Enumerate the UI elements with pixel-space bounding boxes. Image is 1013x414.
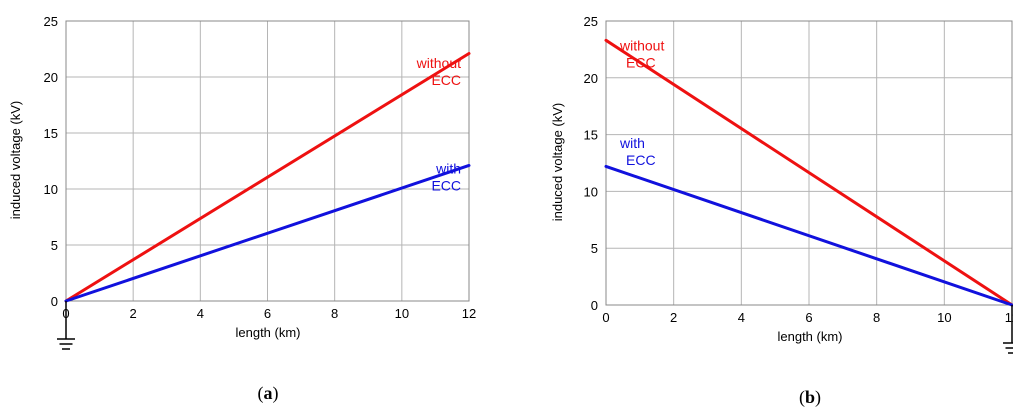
y-tick-label: 5 [51,238,58,253]
y-tick-label: 25 [44,14,58,29]
series-line-without [604,38,1013,307]
y-tick-label: 15 [584,128,598,143]
series-label-line: ECC [626,55,656,71]
caption-letter: a [264,383,273,403]
series-label-without: without ECC [416,55,461,88]
x-tick-label: 4 [197,306,204,321]
series-label-line: with [619,135,645,151]
x-tick-label: 0 [602,310,609,325]
y-tick-label: 20 [44,70,58,85]
series-label-with: with ECC [619,135,656,168]
x-tick-label: 8 [873,310,880,325]
y-tick-label: 15 [44,126,58,141]
x-tick-label: 12 [1005,310,1013,325]
x-tick-label: 6 [264,306,271,321]
plot-frame [65,20,470,302]
caption-paren: ( [258,383,264,404]
x-tick-label: 10 [937,310,951,325]
x-tick-label: 8 [331,306,338,321]
series-line-with [64,163,471,303]
caption-letter: b [805,387,815,407]
plot-frame [605,20,1013,306]
series-label-without: without ECC [619,38,664,71]
y-tick-label: 10 [584,184,598,199]
chart-a: 0246810120510152025length (km)induced vo… [8,14,476,404]
y-tick-label: 0 [591,298,598,313]
y-tick-label: 0 [51,294,58,309]
y-tick-label: 25 [584,14,598,29]
x-tick-label: 2 [130,306,137,321]
subfigure-caption: (b) [799,387,821,408]
caption-paren: ) [815,387,821,408]
y-tick-label: 10 [44,182,58,197]
series-label-line: with [435,160,461,176]
x-tick-label: 12 [462,306,476,321]
subfigure-caption: (a) [258,383,279,404]
caption-paren: ) [273,383,279,404]
y-tick-label: 5 [591,241,598,256]
series-label-line: ECC [626,152,656,168]
series-line-with [604,164,1013,307]
x-axis-label: length (km) [777,329,842,344]
x-tick-label: 4 [738,310,745,325]
series-label-line: without [619,38,664,54]
x-tick-label: 2 [670,310,677,325]
x-tick-label: 6 [805,310,812,325]
series-label-line: ECC [431,72,461,88]
ground-icon [57,301,75,350]
series-line-without [64,51,471,303]
series-label-line: ECC [431,177,461,193]
x-axis-label: length (km) [235,325,300,340]
y-axis-label: induced voltage (kV) [550,103,565,222]
ground-icon [1003,305,1013,354]
chart-b: 0 2 4 6 8 10 12 0 5 10 15 20 25 length (km) induced vo… [550,14,1013,408]
x-tick-label: 10 [395,306,409,321]
y-tick-label: 20 [584,71,598,86]
y-axis-label: induced voltage (kV) [8,101,23,220]
caption-paren: ( [799,387,805,408]
series-label-with: with ECC [431,160,461,193]
series-label-line: without [416,55,461,71]
